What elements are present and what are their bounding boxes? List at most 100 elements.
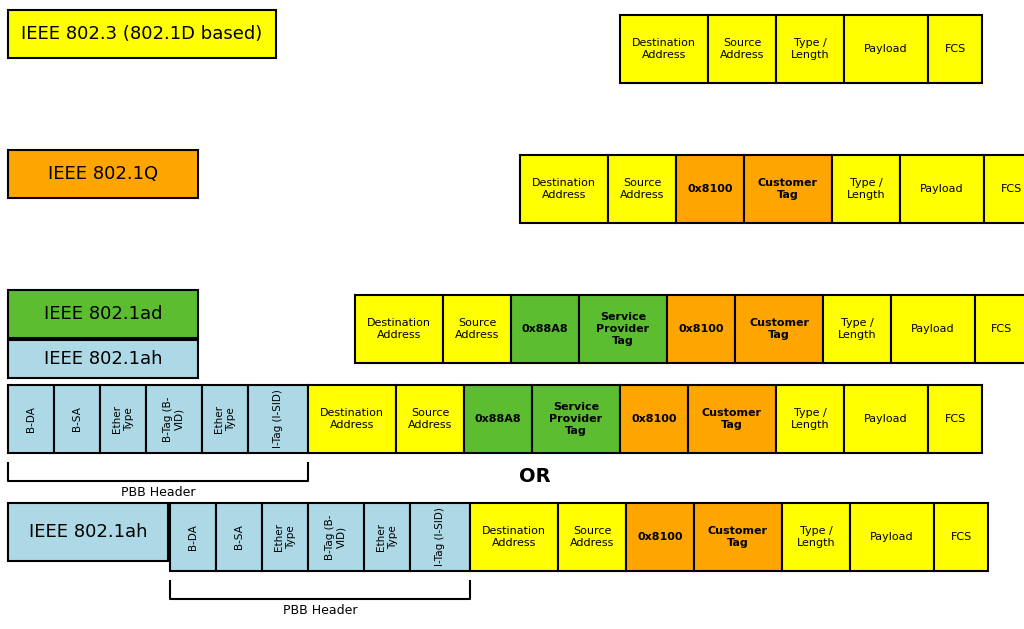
Bar: [934, 503, 988, 571]
Text: Ether
Type: Ether Type: [214, 405, 236, 433]
Text: Type /
Length: Type / Length: [791, 38, 829, 60]
Text: FCS: FCS: [991, 324, 1013, 334]
Bar: [688, 385, 776, 453]
Text: Customer
Tag: Customer Tag: [758, 178, 818, 200]
Text: B-DA: B-DA: [188, 524, 198, 550]
Text: Service
Provider
Tag: Service Provider Tag: [596, 313, 649, 345]
Text: Type /
Length: Type / Length: [847, 178, 886, 200]
Bar: [470, 503, 558, 571]
Bar: [8, 290, 198, 338]
Text: FCS: FCS: [950, 532, 972, 542]
Text: Type /
Length: Type / Length: [797, 526, 836, 548]
Text: IEEE 802.1Q: IEEE 802.1Q: [48, 165, 158, 183]
Text: 0x88A8: 0x88A8: [521, 324, 568, 334]
Text: B-Tag (B-
VID): B-Tag (B- VID): [326, 515, 347, 560]
Bar: [308, 385, 396, 453]
Text: IEEE 802.3 (802.1D based): IEEE 802.3 (802.1D based): [22, 25, 262, 43]
Text: 0x8100: 0x8100: [631, 414, 677, 424]
Text: Destination
Address: Destination Address: [482, 526, 546, 548]
Bar: [54, 385, 100, 453]
Bar: [216, 503, 262, 571]
Text: Type /
Length: Type / Length: [838, 318, 877, 340]
Bar: [928, 15, 982, 83]
Bar: [975, 295, 1024, 363]
Text: 0x8100: 0x8100: [678, 324, 724, 334]
Text: Payload: Payload: [921, 184, 964, 194]
Text: B-DA: B-DA: [26, 406, 36, 432]
Bar: [170, 503, 216, 571]
Bar: [844, 385, 928, 453]
Text: Ether
Type: Ether Type: [376, 523, 397, 551]
Text: I-Tag (I-SID): I-Tag (I-SID): [435, 508, 445, 567]
Text: PBB Header: PBB Header: [121, 486, 196, 499]
Text: B-Tag (B-
VID): B-Tag (B- VID): [163, 396, 184, 442]
Text: B-SA: B-SA: [72, 406, 82, 431]
Text: IEEE 802.1ad: IEEE 802.1ad: [44, 305, 162, 323]
Text: Destination
Address: Destination Address: [319, 408, 384, 430]
Text: Destination
Address: Destination Address: [532, 178, 596, 200]
Bar: [8, 340, 198, 378]
Bar: [396, 385, 464, 453]
Bar: [262, 503, 308, 571]
Bar: [844, 15, 928, 83]
Text: IEEE 802.1ah: IEEE 802.1ah: [29, 523, 147, 541]
Bar: [579, 295, 667, 363]
Text: Source
Address: Source Address: [455, 318, 499, 340]
Bar: [308, 503, 364, 571]
Bar: [8, 10, 276, 58]
Text: FCS: FCS: [944, 44, 966, 54]
Bar: [620, 15, 708, 83]
Bar: [776, 15, 844, 83]
Bar: [676, 155, 744, 223]
Bar: [410, 503, 470, 571]
Bar: [900, 155, 984, 223]
Text: 0x88A8: 0x88A8: [475, 414, 521, 424]
Bar: [823, 295, 891, 363]
Text: Customer
Tag: Customer Tag: [749, 318, 809, 340]
Text: IEEE 802.1ah: IEEE 802.1ah: [44, 350, 162, 368]
Bar: [850, 503, 934, 571]
Text: Payload: Payload: [864, 414, 908, 424]
Text: 0x8100: 0x8100: [687, 184, 733, 194]
Bar: [464, 385, 532, 453]
Text: FCS: FCS: [1000, 184, 1022, 194]
Bar: [248, 385, 308, 453]
Text: PBB Header: PBB Header: [283, 604, 357, 617]
Text: Payload: Payload: [864, 44, 908, 54]
Text: Destination
Address: Destination Address: [632, 38, 696, 60]
Text: Source
Address: Source Address: [569, 526, 614, 548]
Bar: [355, 295, 443, 363]
Bar: [8, 150, 198, 198]
Text: Payload: Payload: [870, 532, 913, 542]
Text: Service
Provider
Tag: Service Provider Tag: [550, 403, 602, 436]
Bar: [100, 385, 146, 453]
Text: FCS: FCS: [944, 414, 966, 424]
Bar: [443, 295, 511, 363]
Bar: [708, 15, 776, 83]
Bar: [608, 155, 676, 223]
Bar: [8, 385, 54, 453]
Bar: [744, 155, 831, 223]
Text: Destination
Address: Destination Address: [367, 318, 431, 340]
Bar: [620, 385, 688, 453]
Bar: [831, 155, 900, 223]
Bar: [520, 155, 608, 223]
Bar: [891, 295, 975, 363]
Text: Ether
Type: Ether Type: [274, 523, 296, 551]
Bar: [667, 295, 735, 363]
Bar: [626, 503, 694, 571]
Text: Source
Address: Source Address: [620, 178, 665, 200]
Bar: [511, 295, 579, 363]
Text: Source
Address: Source Address: [720, 38, 764, 60]
Text: OR: OR: [519, 467, 551, 486]
Bar: [8, 503, 168, 561]
Bar: [558, 503, 626, 571]
Bar: [928, 385, 982, 453]
Text: I-Tag (I-SID): I-Tag (I-SID): [273, 389, 283, 448]
Bar: [364, 503, 410, 571]
Text: B-SA: B-SA: [234, 525, 244, 550]
Bar: [146, 385, 202, 453]
Text: Type /
Length: Type / Length: [791, 408, 829, 430]
Text: 0x8100: 0x8100: [637, 532, 683, 542]
Bar: [694, 503, 782, 571]
